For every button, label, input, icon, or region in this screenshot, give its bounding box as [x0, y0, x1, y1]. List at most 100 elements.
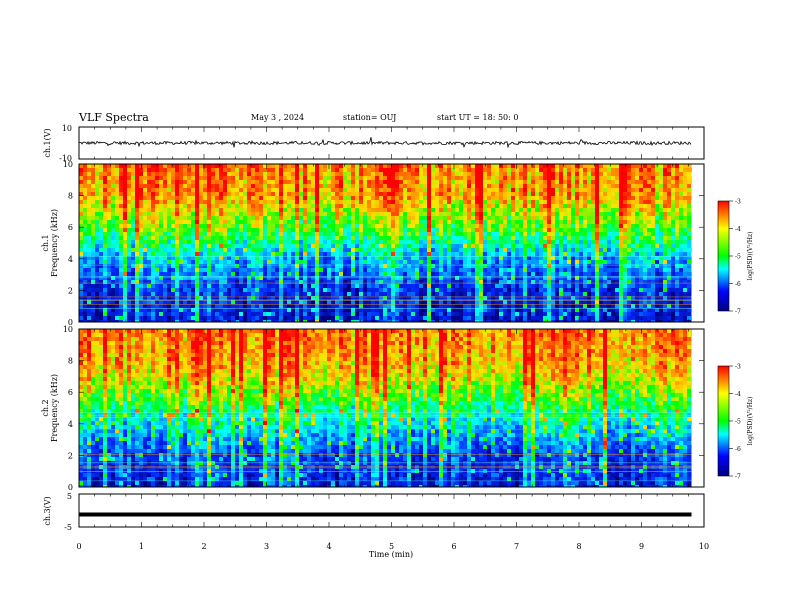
spectrogram-cell [131, 304, 135, 308]
spectrogram-cell [403, 312, 407, 316]
spectrogram-cell [155, 280, 159, 284]
spectrogram-cell [547, 168, 551, 172]
spectrogram-cell [435, 184, 439, 188]
spectrogram-cell [343, 240, 347, 244]
spectrogram-cell [443, 192, 447, 196]
spectrogram-cell [551, 288, 555, 292]
spectrogram-cell [127, 176, 131, 180]
spectrogram-cell [399, 312, 403, 316]
spectrogram-cell [327, 176, 331, 180]
spectrogram-cell [367, 316, 371, 320]
spectrogram-cell [467, 308, 471, 312]
spectrogram-cell [287, 304, 291, 308]
spectrogram-cell [547, 316, 551, 320]
spectrogram-cell [343, 204, 347, 208]
spectrogram-cell [215, 188, 219, 192]
spectrogram-cell [111, 184, 115, 188]
spectrogram-cell [95, 164, 99, 168]
spectrogram-cell [395, 204, 399, 208]
spectrogram-cell [299, 224, 303, 228]
spectrogram-cell [307, 304, 311, 308]
spectrogram-cell [515, 176, 519, 180]
spectrogram-cell [467, 248, 471, 252]
spectrogram-cell [95, 216, 99, 220]
spectrogram-cell [199, 244, 203, 248]
spectrogram-cell [391, 220, 395, 224]
spectrogram-cell [191, 308, 195, 312]
spectrogram-cell [443, 264, 447, 268]
spectrogram-cell [467, 300, 471, 304]
spectrogram-cell [111, 244, 115, 248]
spectrogram-cell [115, 228, 119, 232]
spectrogram-cell [507, 204, 511, 208]
spectrogram-cell [163, 228, 167, 232]
spectrogram-cell [207, 232, 211, 236]
spectrogram-cell [411, 264, 415, 268]
spectrogram-cell [303, 288, 307, 292]
spectrogram-cell [131, 176, 135, 180]
spectrogram-cell [347, 308, 351, 312]
spectrogram-cell [555, 248, 559, 252]
spectrogram-cell [359, 204, 363, 208]
spectrogram-cell [419, 280, 423, 284]
spectrogram-cell [499, 256, 503, 260]
spectrogram-cell [203, 268, 207, 272]
spectrogram-cell [243, 232, 247, 236]
spectrogram-cell [159, 272, 163, 276]
spectrogram-cell [95, 292, 99, 296]
spectrogram-cell [327, 272, 331, 276]
spectrogram-cell [503, 244, 507, 248]
spectrogram-cell [263, 212, 267, 216]
spectrogram-cell [319, 220, 323, 224]
spectrogram-cell [215, 308, 219, 312]
spectrogram-cell [403, 200, 407, 204]
spectrogram-cell [395, 232, 399, 236]
spectrogram-cell [103, 316, 107, 320]
spectrogram-cell [171, 204, 175, 208]
spectrogram-cell [491, 316, 495, 320]
spectrogram-cell [567, 168, 571, 172]
spectrogram-cell [267, 268, 271, 272]
spectrogram-cell [415, 308, 419, 312]
spectrogram-cell [475, 284, 479, 288]
spectrogram-cell [119, 256, 123, 260]
spectrogram-cell [271, 200, 275, 204]
spectrogram-cell [551, 268, 555, 272]
spectrogram-cell [423, 264, 427, 268]
spectrogram-cell [195, 240, 199, 244]
spectrogram-cell [171, 252, 175, 256]
spectrogram-cell [251, 300, 255, 304]
spectrogram-cell [195, 180, 199, 184]
spectrogram-cell [283, 300, 287, 304]
spectrogram-cell [139, 252, 143, 256]
spectrogram-cell [127, 284, 131, 288]
spectrogram-cell [79, 168, 83, 172]
spectrogram-cell [271, 292, 275, 296]
spectrogram-cell [295, 260, 299, 264]
spectrogram-cell [355, 252, 359, 256]
spectrogram-cell [443, 188, 447, 192]
spectrogram-cell [207, 220, 211, 224]
spectrogram-cell [195, 192, 199, 196]
spectrogram-cell [471, 220, 475, 224]
spectrogram-cell [387, 200, 391, 204]
spectrogram-cell [99, 216, 103, 220]
spectrogram-cell [491, 240, 495, 244]
spectrogram-cell [155, 268, 159, 272]
spectrogram-cell [431, 312, 435, 316]
spectrogram-cell [299, 168, 303, 172]
spectrogram-cell [143, 168, 147, 172]
spectrogram-cell [287, 316, 291, 320]
spectrogram-cell [103, 288, 107, 292]
spectrogram-cell [103, 228, 107, 232]
spectrogram-cell [175, 316, 179, 320]
spectrogram-cell [295, 316, 299, 320]
spectrogram-cell [367, 308, 371, 312]
spectrogram-cell [339, 220, 343, 224]
spectrogram-cell [175, 300, 179, 304]
spectrogram-cell [167, 168, 171, 172]
spectrogram-cell [163, 280, 167, 284]
spectrogram-cell [555, 168, 559, 172]
spectrogram-cell [403, 252, 407, 256]
spectrogram-cell [215, 260, 219, 264]
